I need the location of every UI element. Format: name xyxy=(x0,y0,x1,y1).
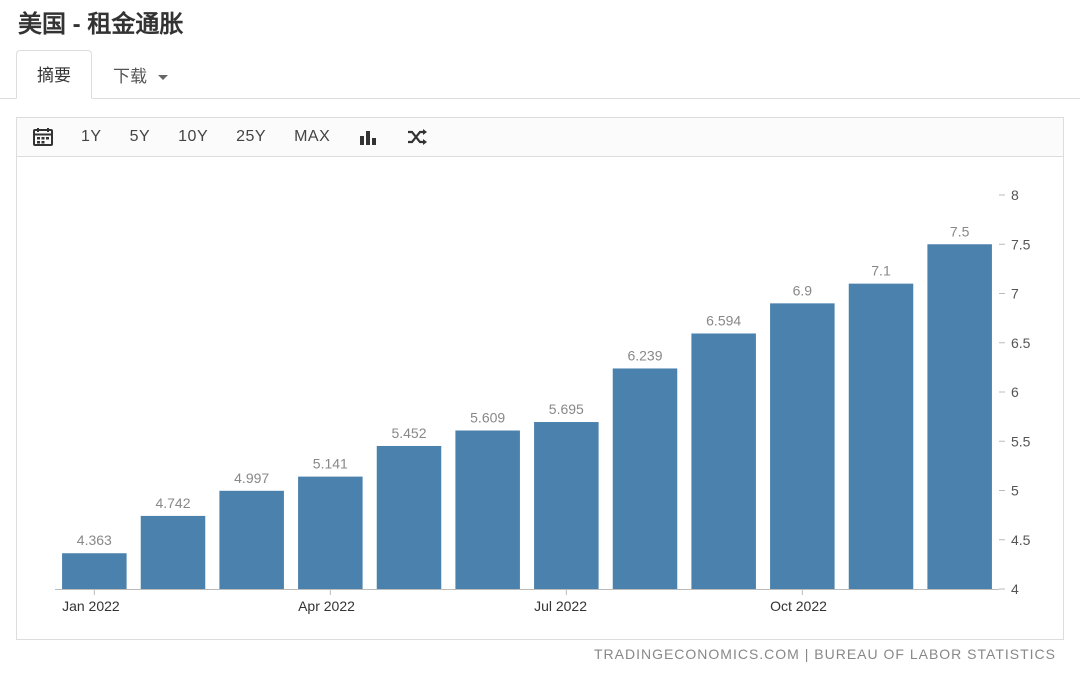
y-tick-label: 8 xyxy=(1011,187,1019,203)
tab-summary[interactable]: 摘要 xyxy=(16,50,92,99)
x-tick-label: Oct 2022 xyxy=(770,598,827,614)
source-credit: TRADINGECONOMICS.COM | BUREAU OF LABOR S… xyxy=(0,640,1080,662)
bar xyxy=(141,516,206,589)
bar-value-label: 4.363 xyxy=(77,532,112,548)
chart-card: 4 4.5 5 5.5 6 6.5 7 7.5 8 4.363 4.742 4.997 5.141 5.4… xyxy=(16,157,1064,640)
x-tick-label: Jul 2022 xyxy=(534,598,587,614)
range-1y[interactable]: 1Y xyxy=(81,128,102,146)
bar xyxy=(927,244,992,589)
bar-value-label: 7.1 xyxy=(871,263,891,279)
bar-value-label: 6.9 xyxy=(793,282,813,298)
bar xyxy=(770,303,835,589)
page-title: 美国 - 租金通胀 xyxy=(0,0,1080,41)
y-tick-label: 6 xyxy=(1011,384,1019,400)
bar-value-label: 7.5 xyxy=(950,223,970,239)
bar-value-label: 4.997 xyxy=(234,470,269,486)
bar xyxy=(377,446,442,589)
bar-value-label: 5.141 xyxy=(313,456,348,472)
bar xyxy=(691,333,756,589)
bar-value-label: 4.742 xyxy=(155,495,190,511)
bar-value-label: 5.695 xyxy=(549,401,584,417)
bar xyxy=(455,431,520,589)
tab-download-label: 下载 xyxy=(113,67,147,86)
tab-bar: 摘要 下载 xyxy=(0,41,1080,99)
bar-value-label: 6.239 xyxy=(627,347,662,363)
range-10y[interactable]: 10Y xyxy=(178,128,208,146)
x-tick-label: Apr 2022 xyxy=(298,598,355,614)
tab-summary-label: 摘要 xyxy=(37,66,71,85)
range-5y[interactable]: 5Y xyxy=(130,128,151,146)
range-max[interactable]: MAX xyxy=(294,128,330,146)
page: 美国 - 租金通胀 摘要 下载 xyxy=(0,0,1080,662)
bar xyxy=(534,422,599,589)
calendar-icon[interactable] xyxy=(33,128,53,146)
x-tick-label: Jan 2022 xyxy=(62,598,120,614)
y-tick-label: 7 xyxy=(1011,286,1019,302)
tab-download[interactable]: 下载 xyxy=(92,51,189,99)
rent-inflation-chart: 4 4.5 5 5.5 6 6.5 7 7.5 8 4.363 4.742 4.997 5.141 5.4… xyxy=(25,161,1055,631)
bar-value-label: 5.452 xyxy=(391,425,426,441)
y-tick-label: 6.5 xyxy=(1011,335,1031,351)
y-tick-label: 4.5 xyxy=(1011,532,1031,548)
bar xyxy=(219,491,284,589)
range-25y[interactable]: 25Y xyxy=(236,128,266,146)
y-tick-label: 4 xyxy=(1011,581,1019,597)
y-tick-label: 5 xyxy=(1011,483,1019,499)
chevron-down-icon xyxy=(158,75,168,80)
toolbar-wrap: 1Y 5Y 10Y 25Y MAX xyxy=(0,99,1080,640)
bar xyxy=(613,368,678,589)
bar-value-label: 6.594 xyxy=(706,312,741,328)
bar xyxy=(62,553,127,589)
bar-chart-icon[interactable] xyxy=(358,128,378,146)
shuffle-icon[interactable] xyxy=(406,128,428,146)
bar xyxy=(849,284,914,589)
y-tick-label: 7.5 xyxy=(1011,236,1031,252)
chart-toolbar: 1Y 5Y 10Y 25Y MAX xyxy=(16,117,1064,157)
bar xyxy=(298,477,363,589)
y-tick-label: 5.5 xyxy=(1011,433,1031,449)
bar-value-label: 5.609 xyxy=(470,410,505,426)
chart-svg: 4 4.5 5 5.5 6 6.5 7 7.5 8 4.363 4.742 4.997 5.141 5.4… xyxy=(25,161,1055,631)
